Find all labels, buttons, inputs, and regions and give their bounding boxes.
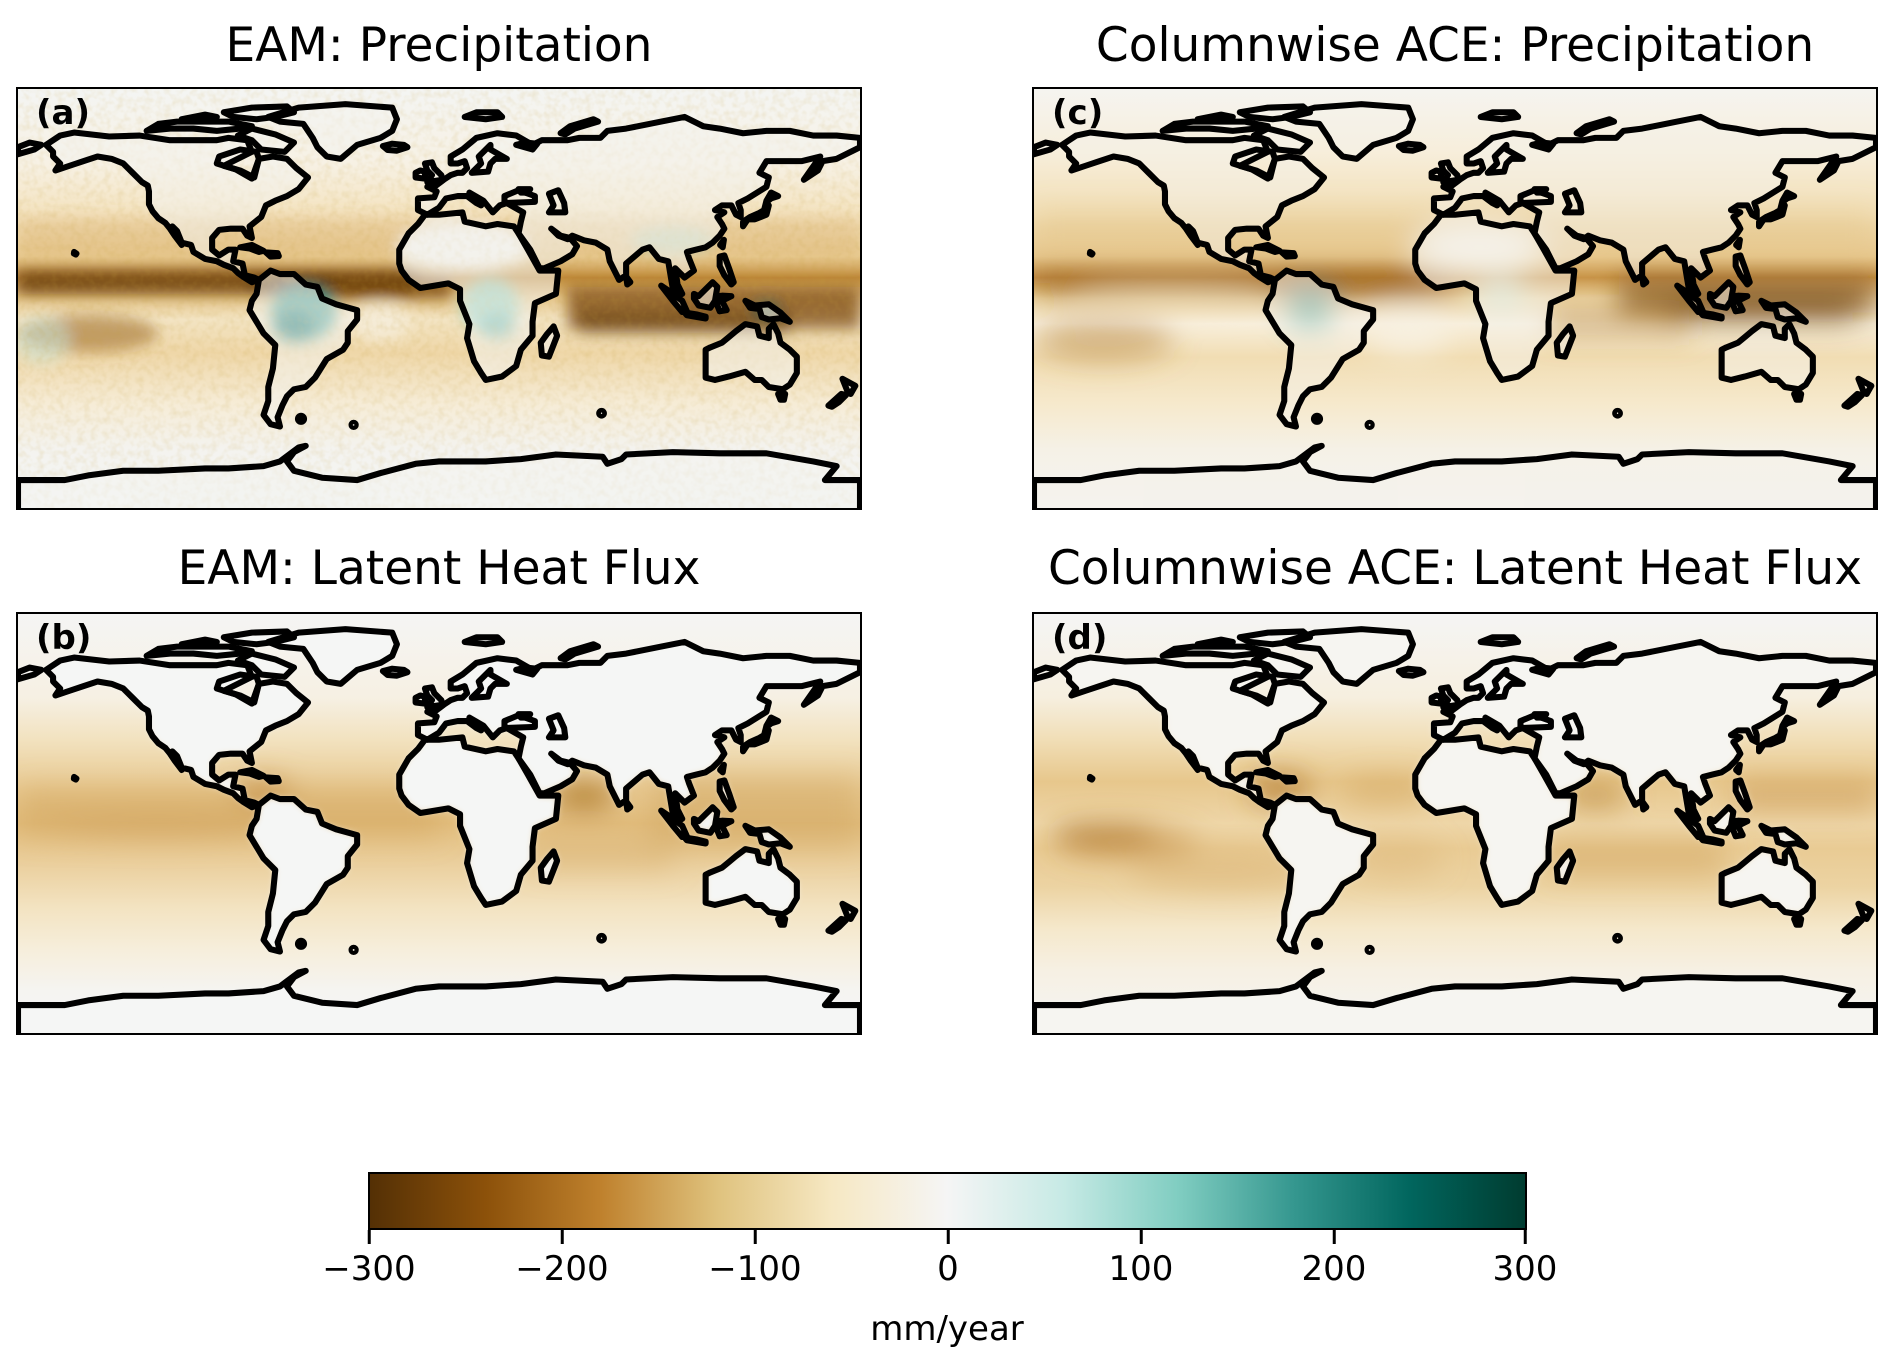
- panel-c-title: Columnwise ACE: Precipitation: [1095, 18, 1815, 73]
- colorbar-tick: [1523, 1230, 1527, 1244]
- panel-label-a: (a): [36, 93, 91, 133]
- panel-b-title: EAM: Latent Heat Flux: [177, 541, 701, 596]
- colorbar: [368, 1172, 1527, 1230]
- colorbar-tick-label: 300: [1492, 1249, 1558, 1289]
- colorbar-tick-label: −200: [515, 1249, 609, 1289]
- colorbar-label: mm/year: [870, 1309, 1024, 1349]
- panel-a-title: EAM: Precipitation: [225, 18, 653, 73]
- colorbar-tick: [1139, 1230, 1143, 1244]
- panel-label-d: (d): [1052, 618, 1108, 658]
- map-panel-b: (b): [16, 612, 862, 1035]
- map-panel-c: (c): [1032, 87, 1878, 510]
- colorbar-tick-label: 0: [937, 1249, 959, 1289]
- latent-heat-flux-map: [18, 614, 860, 1033]
- colorbar-tick: [560, 1230, 564, 1244]
- colorbar-tick-label: −100: [708, 1249, 802, 1289]
- colorbar-tick: [753, 1230, 757, 1244]
- colorbar-tick-label: −300: [322, 1249, 416, 1289]
- panel-d-title: Columnwise ACE: Latent Heat Flux: [1047, 541, 1863, 596]
- panel-label-c: (c): [1052, 93, 1104, 133]
- colorbar-tick-label: 200: [1301, 1249, 1367, 1289]
- colorbar-tick: [1332, 1230, 1336, 1244]
- latent-heat-flux-map: [1034, 614, 1876, 1033]
- colorbar-tick-label: 100: [1108, 1249, 1174, 1289]
- map-panel-d: (d): [1032, 612, 1878, 1035]
- colorbar-tick: [946, 1230, 950, 1244]
- precipitation-map: [18, 89, 860, 508]
- map-panel-a: (a): [16, 87, 862, 510]
- colorbar-tick: [367, 1230, 371, 1244]
- panel-label-b: (b): [36, 618, 92, 658]
- precipitation-map: [1034, 89, 1876, 508]
